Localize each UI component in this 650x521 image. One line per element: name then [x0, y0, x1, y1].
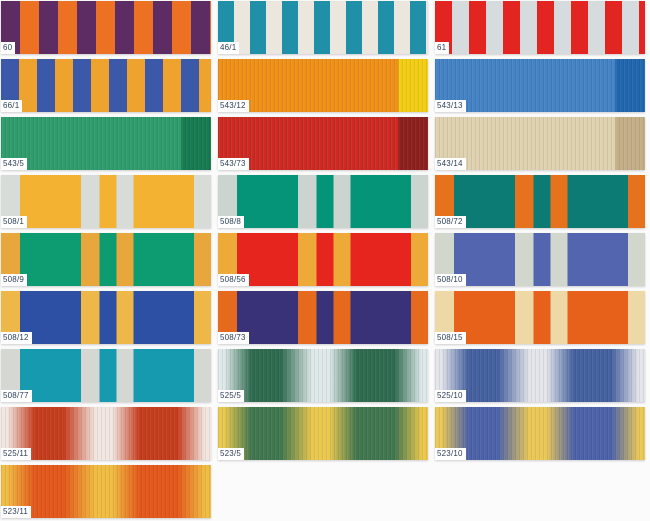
swatch-label: 508/1 [1, 216, 28, 228]
swatch-label: 508/73 [218, 332, 249, 344]
swatch-label: 46/1 [218, 42, 240, 54]
swatch-label: 508/9 [1, 274, 28, 286]
fabric-pattern [218, 1, 428, 54]
swatch-label: 543/14 [435, 158, 466, 170]
swatch-label: 525/5 [218, 390, 245, 402]
swatch-label: 508/15 [435, 332, 466, 344]
fabric-swatch-61[interactable]: 61 [435, 1, 645, 54]
fabric-swatch-543-5[interactable]: 543/5 [1, 117, 211, 170]
swatch-label: 543/5 [1, 158, 28, 170]
fabric-pattern [435, 59, 645, 112]
swatch-label: 523/10 [435, 448, 466, 460]
fabric-pattern [1, 349, 211, 402]
swatch-label: 508/56 [218, 274, 249, 286]
fabric-swatch-523-5[interactable]: 523/5 [218, 407, 428, 460]
fabric-swatch-525-10[interactable]: 525/10 [435, 349, 645, 402]
swatch-label: 66/1 [1, 100, 23, 112]
fabric-swatch-523-10[interactable]: 523/10 [435, 407, 645, 460]
swatch-label: 508/72 [435, 216, 466, 228]
swatch-label: 543/12 [218, 100, 249, 112]
fabric-swatch-525-5[interactable]: 525/5 [218, 349, 428, 402]
fabric-pattern [218, 59, 428, 112]
fabric-pattern [435, 1, 645, 54]
swatch-label: 61 [435, 42, 450, 54]
fabric-pattern [218, 175, 428, 228]
fabric-pattern [218, 349, 428, 402]
swatch-label: 525/11 [1, 448, 32, 460]
fabric-swatch-508-56[interactable]: 508/56 [218, 233, 428, 286]
fabric-swatch-46-1[interactable]: 46/1 [218, 1, 428, 54]
fabric-swatch-525-11[interactable]: 525/11 [1, 407, 211, 460]
fabric-swatch-508-77[interactable]: 508/77 [1, 349, 211, 402]
fabric-pattern [435, 117, 645, 170]
swatch-label: 523/5 [218, 448, 245, 460]
fabric-swatch-508-15[interactable]: 508/15 [435, 291, 645, 344]
swatch-label: 525/10 [435, 390, 466, 402]
fabric-pattern [218, 407, 428, 460]
fabric-pattern [1, 233, 211, 286]
swatch-label: 543/13 [435, 100, 466, 112]
fabric-swatch-66-1[interactable]: 66/1 [1, 59, 211, 112]
fabric-pattern [1, 59, 211, 112]
fabric-swatch-543-12[interactable]: 543/12 [218, 59, 428, 112]
fabric-swatch-508-12[interactable]: 508/12 [1, 291, 211, 344]
fabric-swatch-523-11[interactable]: 523/11 [1, 465, 211, 518]
fabric-swatch-543-13[interactable]: 543/13 [435, 59, 645, 112]
fabric-pattern [435, 233, 645, 286]
swatch-label: 508/77 [1, 390, 32, 402]
fabric-swatch-508-73[interactable]: 508/73 [218, 291, 428, 344]
fabric-swatch-60[interactable]: 60 [1, 1, 211, 54]
fabric-pattern [435, 291, 645, 344]
fabric-pattern [1, 175, 211, 228]
fabric-pattern [1, 1, 211, 54]
swatch-label: 508/8 [218, 216, 245, 228]
fabric-pattern [218, 291, 428, 344]
fabric-swatch-508-1[interactable]: 508/1 [1, 175, 211, 228]
fabric-pattern [435, 407, 645, 460]
fabric-pattern [435, 349, 645, 402]
fabric-pattern [435, 175, 645, 228]
fabric-swatch-508-72[interactable]: 508/72 [435, 175, 645, 228]
fabric-pattern [1, 465, 211, 518]
fabric-swatch-508-10[interactable]: 508/10 [435, 233, 645, 286]
fabric-swatch-543-14[interactable]: 543/14 [435, 117, 645, 170]
swatch-label: 508/10 [435, 274, 466, 286]
fabric-pattern [218, 117, 428, 170]
fabric-swatch-508-9[interactable]: 508/9 [1, 233, 211, 286]
swatch-label: 523/11 [1, 506, 32, 518]
swatch-label: 543/73 [218, 158, 249, 170]
fabric-pattern [1, 291, 211, 344]
fabric-pattern [1, 407, 211, 460]
fabric-swatch-543-73[interactable]: 543/73 [218, 117, 428, 170]
fabric-pattern [218, 233, 428, 286]
swatch-label: 508/12 [1, 332, 32, 344]
fabric-pattern [1, 117, 211, 170]
swatch-label: 60 [1, 42, 16, 54]
fabric-swatch-508-8[interactable]: 508/8 [218, 175, 428, 228]
